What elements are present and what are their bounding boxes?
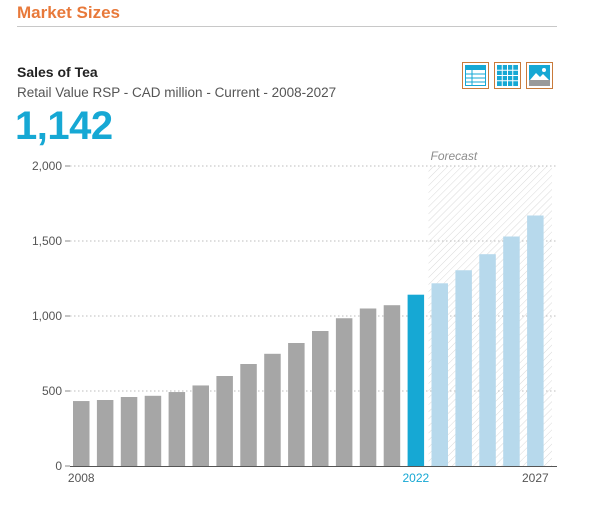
y-tick-label: 1,000 [32,309,62,323]
bar-2014 [216,376,233,466]
section-title: Market Sizes [17,3,120,22]
y-tick-label: 1,500 [32,234,62,248]
forecast-label: Forecast [431,149,478,163]
bar-2027 [527,215,544,466]
bar-2008 [73,401,90,466]
chart-title: Sales of Tea [17,64,98,80]
y-tick-label: 0 [55,459,62,473]
chart-subtitle: Retail Value RSP - CAD million - Current… [17,85,337,100]
bar-2018 [312,331,329,466]
bar-2022 [407,294,425,466]
image-view-icon [529,65,550,86]
bar-2010 [120,397,138,466]
headline-value: 1,142 [15,104,113,148]
bar-2025 [479,254,496,466]
bar-2017 [288,343,305,466]
bar-2016 [264,353,281,466]
section-divider [17,26,557,27]
bar-chart: Forecast 0 500 1,000 1,500 2,000 2008 2022 202… [32,149,557,485]
table-view-icon [465,65,486,86]
bar-2026 [503,236,520,466]
table-view-button[interactable] [462,62,489,89]
bar-2024 [455,270,472,466]
image-view-button[interactable] [526,62,553,89]
bar-2023 [431,283,448,466]
grid-view-icon [497,65,518,86]
bar-2012 [168,392,186,466]
view-toggle-group [462,62,553,89]
x-tick-label: 2022 [402,471,429,485]
bar-2019 [335,318,353,466]
bar-2011 [144,395,162,466]
bar-2009 [96,400,114,466]
bar-2020 [359,308,377,466]
y-tick-label: 2,000 [32,159,62,173]
y-tick-label: 500 [42,384,62,398]
bar-2021 [383,305,401,466]
grid-view-button[interactable] [494,62,521,89]
bar-2013 [192,385,209,466]
x-tick-label: 2008 [68,471,95,485]
bar-2015 [240,364,257,466]
x-tick-label: 2027 [522,471,549,485]
